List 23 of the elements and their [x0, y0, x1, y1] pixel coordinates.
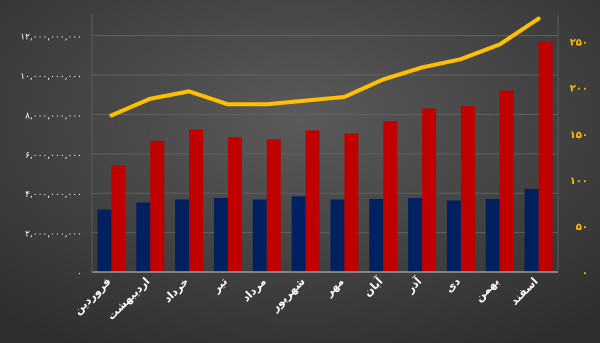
y-tick-label: ۰ — [77, 269, 82, 279]
x-tick-label: بهمن — [472, 274, 502, 304]
x-tick-label: آذر — [402, 274, 424, 296]
x-tick-label: خرداد — [160, 274, 192, 306]
y2-tick-label: ۱۵۰ — [570, 130, 588, 141]
x-tick-label: شهریور — [268, 274, 308, 315]
x-tick-label: اسفند — [508, 274, 541, 308]
x-tick-label: آبان — [360, 274, 386, 300]
y2-tick-label: ۰ — [582, 268, 588, 279]
y2-tick-label: ۵۰ — [576, 222, 588, 233]
y-tick-label: ۱۲,۰۰۰,۰۰۰,۰۰۰ — [20, 32, 82, 43]
y-tick-label: ۶,۰۰۰,۰۰۰,۰۰۰ — [25, 150, 82, 161]
y-tick-label: ۸,۰۰۰,۰۰۰,۰۰۰ — [25, 111, 82, 122]
x-tick-label: مرداد — [239, 274, 269, 304]
y2-tick-label: ۲۰۰ — [570, 84, 588, 95]
y2-tick-label: ۲۵۰ — [570, 38, 588, 49]
y2-tick-label: ۱۰۰ — [570, 176, 588, 187]
x-tick-label: دی — [442, 274, 464, 296]
y-tick-label: ۴,۰۰۰,۰۰۰,۰۰۰ — [25, 190, 82, 200]
y-tick-label: ۱۰,۰۰۰,۰۰۰,۰۰۰ — [20, 72, 82, 82]
y-tick-label: ۲,۰۰۰,۰۰۰,۰۰۰ — [25, 230, 82, 240]
x-tick-label: مهر — [322, 274, 347, 300]
x-tick-label: تیر — [209, 274, 230, 296]
